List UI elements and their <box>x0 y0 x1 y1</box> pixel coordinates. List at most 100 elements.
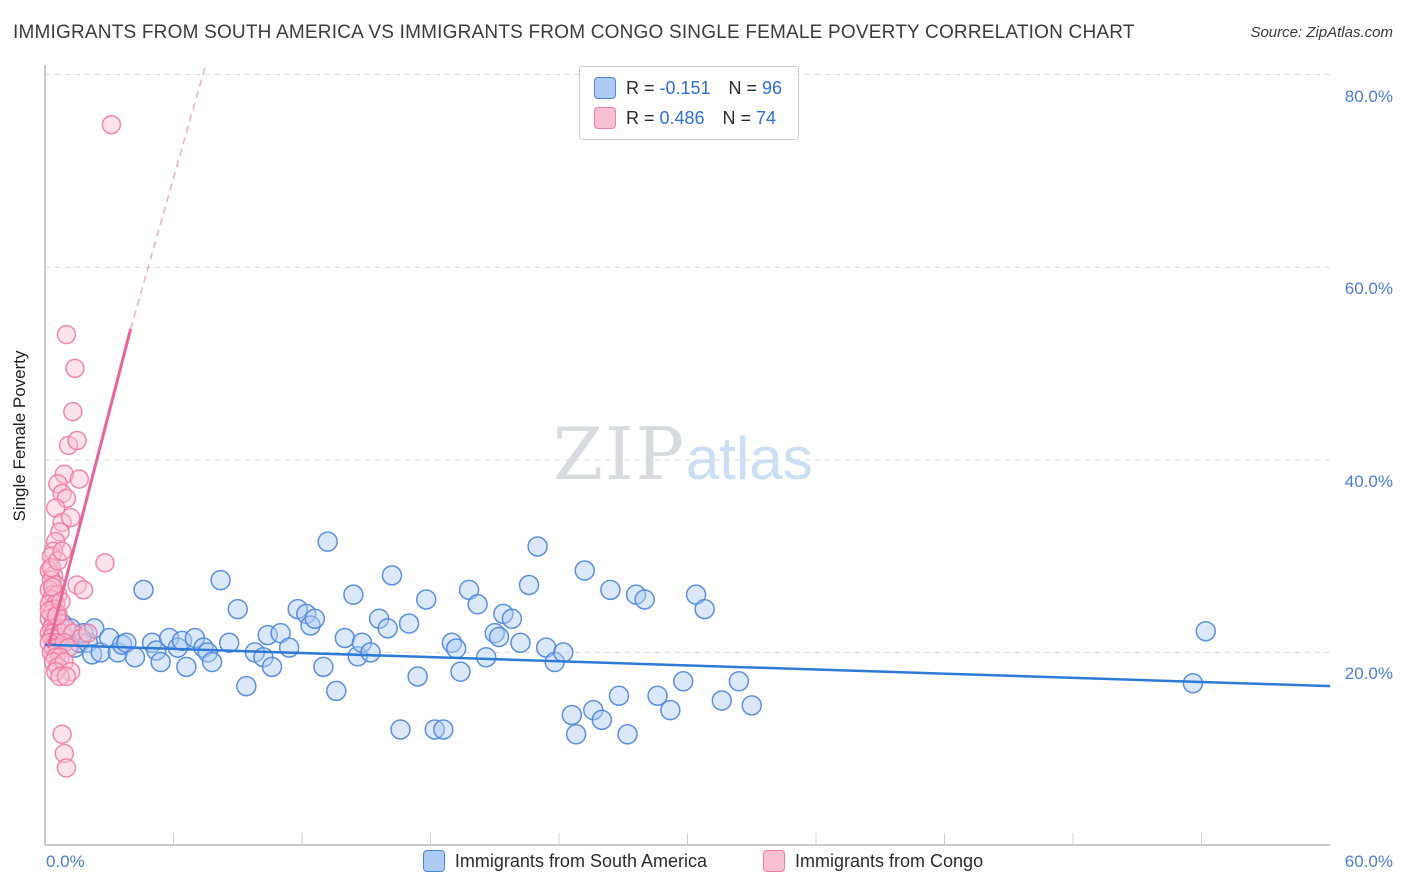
scatter-point-south-america <box>445 638 467 659</box>
scatter-point-south-america <box>317 531 338 552</box>
scatter-point-south-america <box>608 685 630 706</box>
x-axis-max-label: 60.0% <box>1344 852 1393 871</box>
series-legend: Immigrants from South America Immigrants… <box>0 850 1406 872</box>
y-tick-label: 40.0% <box>1344 471 1393 491</box>
south-america-legend-label: Immigrants from South America <box>454 850 708 871</box>
congo-legend-swatch <box>763 850 786 872</box>
scatter-point-congo <box>63 401 83 422</box>
scatter-point-south-america <box>124 646 146 668</box>
scatter-point-congo <box>54 743 75 764</box>
stats-row-congo: R = 0.486 N = 74 <box>593 107 782 129</box>
scatter-point-congo <box>56 758 77 778</box>
scatter-point-south-america <box>600 579 621 601</box>
n-label: N = <box>728 77 763 98</box>
scatter-point-south-america <box>647 685 668 706</box>
scatter-point-south-america <box>146 640 167 661</box>
south-america-legend-swatch <box>422 850 445 872</box>
scatter-point-congo <box>42 577 63 597</box>
scatter-point-south-america <box>236 675 257 697</box>
scatter-point-congo <box>50 666 70 687</box>
r-value-congo: 0.486 <box>659 107 705 128</box>
scatter-point-south-america <box>574 560 595 581</box>
scatter-point-south-america <box>741 695 762 716</box>
scatter-point-south-america <box>488 626 510 648</box>
scatter-point-south-america <box>527 536 548 557</box>
scatter-point-south-america <box>510 632 531 654</box>
scatter-point-south-america <box>197 642 219 663</box>
scatter-point-south-america <box>398 613 420 634</box>
scatter-point-congo <box>60 507 81 528</box>
r-label: R = <box>625 77 660 98</box>
trend-line-congo <box>46 328 133 648</box>
scatter-point-south-america <box>591 709 613 731</box>
scatter-point-congo <box>69 469 90 489</box>
scatter-point-south-america <box>467 594 488 615</box>
source-attribution: Source: ZipAtlas.com <box>1250 24 1393 41</box>
scatter-point-congo <box>54 464 75 485</box>
r-label: R = <box>625 107 660 128</box>
scatter-point-south-america <box>227 598 248 620</box>
scatter-point-south-america <box>711 690 733 711</box>
scatter-point-south-america <box>694 598 715 620</box>
scatter-point-south-america <box>617 724 638 745</box>
page-title: IMMIGRANTS FROM SOUTH AMERICA VS IMMIGRA… <box>13 22 1135 43</box>
scatter-point-south-america <box>634 589 655 610</box>
scatter-point-south-america <box>133 579 154 601</box>
scatter-point-south-america <box>218 632 240 654</box>
scatter-point-south-america <box>475 646 497 668</box>
n-label: N = <box>722 107 757 128</box>
scatter-point-south-america <box>565 724 587 745</box>
scatter-point-south-america <box>176 656 197 678</box>
scatter-point-south-america <box>210 569 231 591</box>
trend-line-south-america <box>44 643 1331 688</box>
scatter-point-south-america <box>450 661 471 682</box>
scatter-point-south-america <box>381 565 403 586</box>
scatter-point-south-america <box>313 656 334 678</box>
scatter-point-south-america <box>377 618 398 639</box>
legend-item-congo: Immigrants from Congo <box>763 850 983 872</box>
congo-swatch <box>593 107 616 129</box>
scatter-point-south-america <box>424 719 446 740</box>
scatter-point-south-america <box>728 671 750 692</box>
scatter-point-congo <box>56 324 77 345</box>
stats-row-south-america: R = -0.151 N = 96 <box>593 77 783 99</box>
scatter-point-south-america <box>433 719 454 740</box>
scatter-point-south-america <box>415 589 437 610</box>
scatter-point-south-america <box>390 719 411 740</box>
scatter-point-south-america <box>334 627 356 649</box>
scatter-point-south-america <box>561 704 583 726</box>
scatter-point-south-america <box>150 651 171 673</box>
scatter-point-south-america <box>407 666 428 687</box>
scatter-point-congo <box>67 430 87 451</box>
stats-legend-box: R = -0.151 N = 96 R = 0.486 N = 74 <box>578 66 800 140</box>
scatter-point-congo <box>52 724 72 745</box>
scatter-point-south-america <box>278 637 300 658</box>
scatter-point-south-america <box>553 642 574 663</box>
y-tick-label: 60.0% <box>1344 279 1393 299</box>
scatter-point-congo <box>56 488 77 509</box>
scatter-point-south-america <box>518 574 540 596</box>
r-value-south-america: -0.151 <box>659 77 711 98</box>
scatter-point-south-america <box>201 651 223 673</box>
scatter-point-congo <box>48 474 68 494</box>
scatter-point-south-america <box>1182 672 1204 694</box>
n-value-congo: 74 <box>756 107 777 128</box>
y-tick-label: 20.0% <box>1344 664 1393 684</box>
scatter-point-south-america <box>360 642 381 663</box>
scatter-point-congo <box>73 580 94 600</box>
congo-legend-label: Immigrants from Congo <box>795 850 984 871</box>
scatter-point-south-america <box>660 699 681 721</box>
scatter-point-south-america <box>304 608 326 629</box>
n-value-south-america: 96 <box>762 77 783 98</box>
scatter-point-south-america <box>261 656 283 678</box>
y-tick-label: 80.0% <box>1344 86 1393 106</box>
scatter-point-congo <box>78 623 98 643</box>
scatter-point-congo <box>48 551 68 571</box>
scatter-point-south-america <box>1195 620 1217 642</box>
scatter-point-congo <box>101 114 122 135</box>
scatter-point-south-america <box>257 624 278 646</box>
scatter-point-congo <box>52 541 72 562</box>
scatter-point-south-america <box>326 680 347 702</box>
